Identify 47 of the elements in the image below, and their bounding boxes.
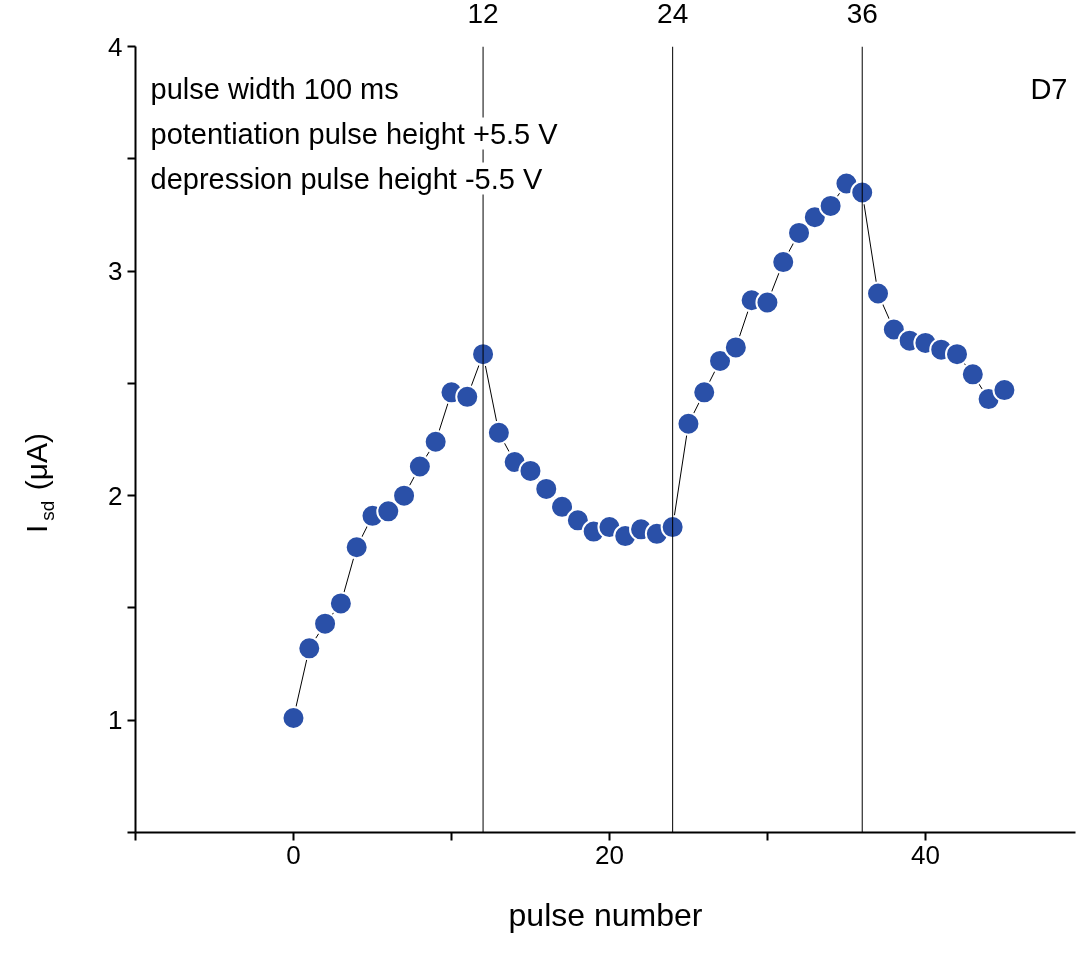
ref-line-label: 12 [467, 0, 499, 29]
point [818, 193, 843, 218]
point [755, 290, 780, 315]
point [518, 458, 543, 483]
x-axis-title: pulse number [508, 896, 703, 933]
x-tick-label: 0 [286, 839, 301, 870]
annotation: depression pulse height -5.5 V [150, 162, 543, 195]
point [392, 483, 417, 508]
point [376, 499, 401, 524]
y-tick-label: 3 [108, 256, 123, 287]
point [692, 380, 717, 405]
point [723, 335, 748, 360]
y-tick-label: 1 [108, 705, 123, 736]
y-tick-label: 4 [108, 31, 123, 62]
ref-line-label: 36 [846, 0, 878, 29]
point [660, 515, 685, 540]
point [550, 494, 575, 519]
point [992, 378, 1017, 403]
point [708, 348, 733, 373]
point [676, 411, 701, 436]
point [771, 250, 796, 275]
point [945, 342, 970, 367]
point [866, 281, 891, 306]
point [881, 317, 906, 342]
point [486, 420, 511, 445]
point [960, 362, 985, 387]
annotation: pulse width 100 ms [150, 72, 399, 105]
point [281, 705, 306, 730]
point [313, 611, 338, 636]
point [297, 636, 322, 661]
point [787, 220, 812, 245]
y-tick-label: 2 [108, 480, 123, 511]
point [328, 591, 353, 616]
point [565, 508, 590, 533]
point [423, 429, 448, 454]
annotation: potentiation pulse height +5.5 V [150, 117, 559, 150]
point [850, 180, 875, 205]
point [802, 205, 827, 230]
annotation: D7 [1030, 72, 1068, 105]
x-tick-label: 40 [910, 839, 940, 870]
x-tick-label: 20 [594, 839, 624, 870]
y-axis-title: Isd (μA) [19, 432, 58, 534]
point [407, 454, 432, 479]
ref-line-label: 24 [657, 0, 689, 29]
point [455, 384, 480, 409]
point [534, 476, 559, 501]
point [344, 535, 369, 560]
